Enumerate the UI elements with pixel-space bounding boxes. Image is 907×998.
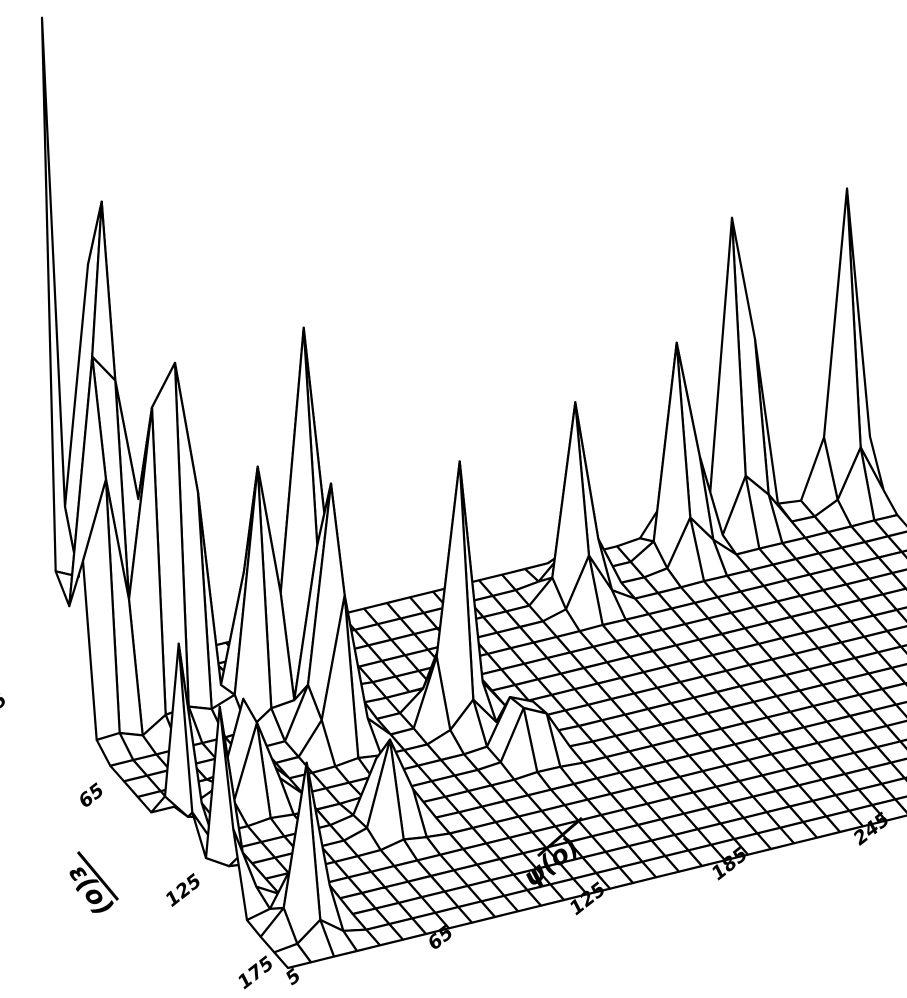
- surface-mesh: [40, 16, 907, 970]
- surface-cell: [273, 942, 313, 970]
- eps-tick-label: 125: [161, 870, 206, 912]
- eps-tick-label: 5: [0, 688, 12, 713]
- eps-tick-label: 175: [234, 952, 279, 994]
- psi-tick-label: 5: [282, 964, 306, 989]
- eps-tick-label: 65: [74, 779, 108, 813]
- surface-cell: [822, 187, 862, 501]
- psi-axis-overline: [537, 816, 583, 858]
- eps-axis-overline: [76, 851, 120, 901]
